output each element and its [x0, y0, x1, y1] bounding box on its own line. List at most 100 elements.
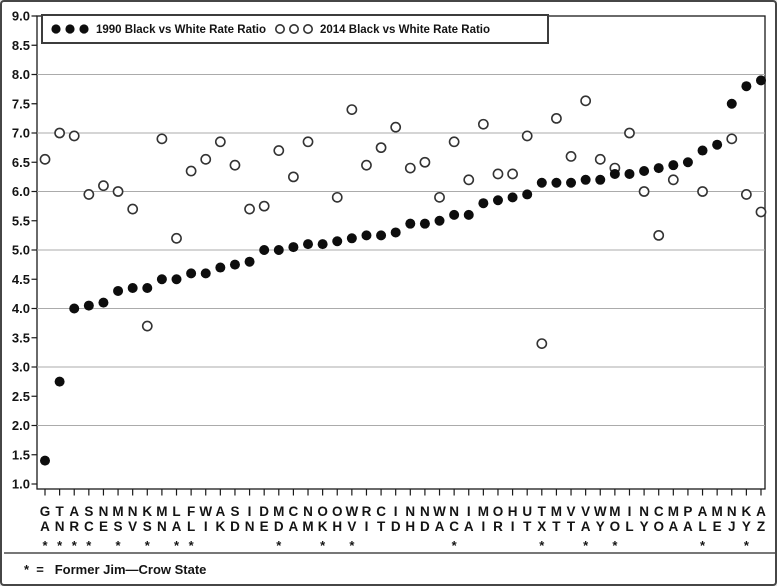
x-axis-label: D	[259, 504, 269, 519]
x-axis-label: J	[728, 519, 736, 534]
data-point-1990	[390, 227, 401, 238]
data-point-2014	[98, 180, 109, 192]
data-point-2014	[536, 338, 548, 349]
jim-crow-asterisk: *	[349, 538, 355, 553]
x-axis-label: S	[84, 504, 93, 519]
data-point-1990	[317, 239, 328, 250]
data-point-1990	[639, 166, 650, 177]
data-point-2014	[302, 136, 314, 148]
legend-2014-marker-icon	[274, 23, 285, 34]
data-point-1990	[609, 168, 620, 179]
x-axis-label: D	[274, 519, 284, 534]
x-axis-label: R	[493, 519, 503, 534]
data-point-1990	[69, 303, 80, 314]
x-axis-label: K	[142, 504, 152, 519]
data-point-2014	[726, 133, 738, 145]
data-point-2014	[477, 118, 489, 130]
x-axis-label: C	[289, 504, 299, 519]
jim-crow-asterisk: *	[145, 538, 151, 553]
x-axis-label: Z	[757, 519, 765, 534]
data-point-2014	[521, 130, 533, 142]
legend-2014-marker-icon	[288, 23, 299, 34]
data-point-2014	[419, 156, 431, 168]
data-point-2014	[390, 121, 402, 133]
x-axis-label: A	[683, 519, 693, 534]
y-axis-tick-label: 8.5	[12, 38, 30, 53]
data-point-2014	[258, 200, 270, 212]
data-point-2014	[214, 136, 226, 148]
legend-1990-marker-icon	[65, 24, 75, 34]
data-point-2014	[273, 145, 285, 156]
x-axis-label: W	[199, 504, 212, 519]
y-axis-tick-label: 1.0	[12, 477, 30, 492]
footnote: * = Former Jim—Crow State	[4, 552, 775, 577]
data-point-1990	[259, 245, 270, 255]
footnote-text: * = Former Jim—Crow State	[24, 562, 206, 577]
x-axis-label: A	[581, 519, 591, 534]
y-axis-tick-label: 6.0	[12, 184, 30, 199]
x-axis-label: A	[172, 519, 182, 534]
data-point-1990	[595, 174, 606, 185]
data-point-1990	[726, 98, 737, 109]
x-axis-label: D	[420, 519, 430, 534]
jim-crow-asterisk: *	[174, 538, 180, 553]
data-point-1990	[127, 283, 138, 294]
data-point-2014	[83, 189, 95, 200]
y-axis-tick-label: 5.0	[12, 243, 30, 258]
y-axis-tick-label: 2.0	[12, 418, 30, 433]
data-point-2014	[346, 104, 358, 115]
data-point-2014	[580, 95, 592, 107]
data-point-2014	[229, 159, 241, 171]
x-axis-label: T	[567, 519, 576, 534]
data-point-2014	[755, 206, 767, 218]
data-point-1990	[171, 274, 182, 285]
plot-box	[36, 15, 766, 490]
x-axis-label: S	[143, 519, 152, 534]
x-axis-label: I	[467, 504, 471, 519]
jim-crow-asterisk: *	[72, 538, 78, 553]
data-point-1990	[215, 262, 226, 273]
legend-1990-label: 1990 Black vs White Rate Ratio	[96, 24, 266, 36]
x-axis-label: N	[449, 504, 459, 519]
x-axis-label: S	[230, 504, 239, 519]
data-point-2014	[127, 203, 139, 215]
data-point-1990	[361, 230, 372, 241]
legend-2014-label: 2014 Black vs White Rate Ratio	[320, 24, 490, 36]
data-point-2014	[434, 191, 445, 203]
x-axis-label: I	[628, 504, 632, 519]
y-axis-tick-label: 8.0	[12, 67, 30, 82]
jim-crow-asterisk: *	[452, 538, 458, 553]
data-point-1990	[434, 215, 445, 226]
x-axis-label: G	[40, 504, 51, 519]
x-axis-label: K	[742, 504, 752, 519]
data-point-2014	[200, 153, 212, 165]
jim-crow-asterisk: *	[539, 538, 545, 553]
x-axis-label: N	[99, 504, 109, 519]
x-axis-label: K	[215, 519, 225, 534]
data-point-1990	[273, 245, 284, 255]
x-axis-label: I	[204, 519, 208, 534]
data-point-1990	[449, 209, 460, 220]
x-axis-label: O	[653, 519, 664, 534]
data-point-1990	[346, 233, 357, 244]
x-axis-label: Y	[640, 519, 649, 534]
x-axis-label: O	[317, 504, 328, 519]
legend-2014-marker-icon	[302, 23, 313, 34]
legend-1990-marker-icon	[51, 24, 61, 34]
data-point-2014	[112, 186, 124, 197]
x-axis-label: N	[420, 504, 430, 519]
x-axis-label: L	[187, 519, 195, 534]
data-point-1990	[580, 174, 591, 185]
data-point-1990	[478, 198, 489, 209]
data-point-1990	[492, 195, 503, 206]
x-axis-label: R	[69, 519, 79, 534]
data-point-2014	[39, 153, 51, 165]
x-axis-label: A	[69, 504, 79, 519]
x-axis-label: C	[654, 504, 664, 519]
x-axis-label: V	[567, 504, 576, 519]
x-axis-label: W	[433, 504, 446, 519]
data-point-1990	[98, 297, 109, 308]
x-axis-label: N	[55, 519, 65, 534]
x-axis-label: L	[172, 504, 180, 519]
